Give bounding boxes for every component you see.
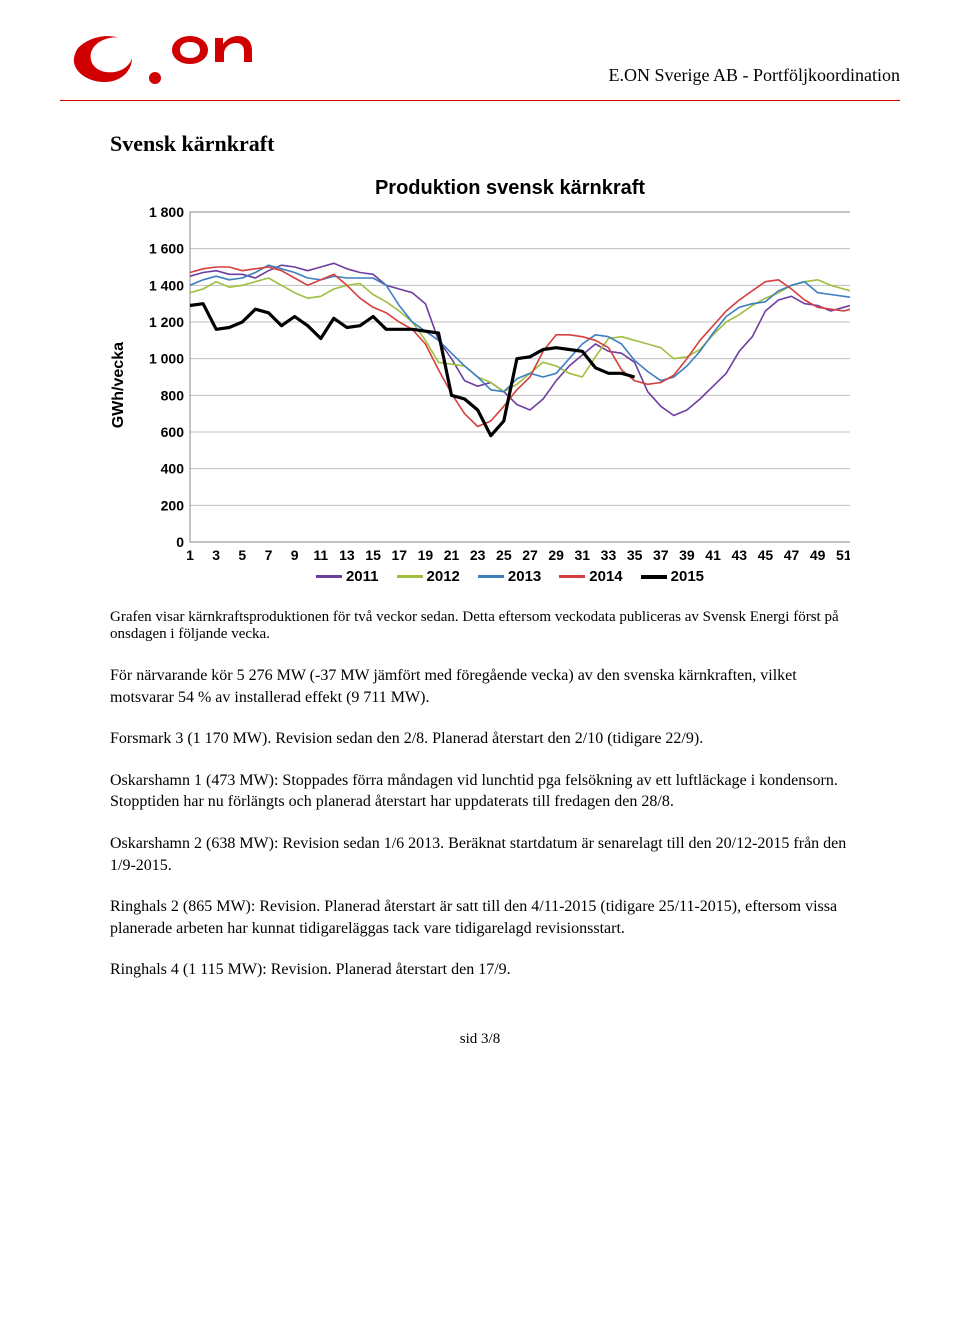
svg-text:1 800: 1 800 — [149, 206, 184, 220]
svg-text:600: 600 — [161, 424, 185, 440]
body-paragraph: Ringhals 2 (865 MW): Revision. Planerad … — [110, 896, 850, 939]
header-rule — [60, 100, 900, 101]
body-paragraph: Oskarshamn 1 (473 MW): Stoppades förra m… — [110, 770, 850, 813]
svg-text:19: 19 — [418, 547, 434, 563]
svg-text:29: 29 — [548, 547, 564, 563]
svg-text:17: 17 — [391, 547, 407, 563]
svg-text:15: 15 — [365, 547, 381, 563]
svg-text:200: 200 — [161, 497, 185, 513]
svg-text:13: 13 — [339, 547, 355, 563]
section-title: Svensk kärnkraft — [110, 131, 850, 157]
svg-text:43: 43 — [731, 547, 747, 563]
chart-title: Produktion svensk kärnkraft — [170, 177, 850, 200]
svg-text:35: 35 — [627, 547, 643, 563]
legend-item: 2012 — [397, 568, 460, 585]
chart-legend: 2011 2012 2013 2014 2015 — [170, 568, 850, 585]
svg-text:5: 5 — [238, 547, 246, 563]
svg-text:7: 7 — [265, 547, 273, 563]
svg-text:800: 800 — [161, 387, 185, 403]
svg-text:25: 25 — [496, 547, 512, 563]
svg-text:1 600: 1 600 — [149, 241, 184, 257]
svg-text:41: 41 — [705, 547, 721, 563]
svg-text:1 000: 1 000 — [149, 351, 184, 367]
header-company-text: E.ON Sverige AB - Portföljkoordination — [609, 65, 900, 90]
chart-caption: Grafen visar kärnkraftsproduktionen för … — [110, 609, 850, 643]
svg-text:49: 49 — [810, 547, 826, 563]
body-paragraph: För närvarande kör 5 276 MW (-37 MW jämf… — [110, 665, 850, 708]
svg-text:3: 3 — [212, 547, 220, 563]
svg-text:51: 51 — [836, 547, 850, 563]
legend-item: 2014 — [559, 568, 622, 585]
chart-ylabel: GWh/vecka — [110, 342, 128, 428]
svg-text:23: 23 — [470, 547, 486, 563]
eon-logo — [60, 30, 260, 90]
page-footer: sid 3/8 — [110, 1031, 850, 1048]
svg-text:21: 21 — [444, 547, 460, 563]
nuclear-production-chart: Produktion svensk kärnkraft GWh/vecka 0 2… — [110, 177, 850, 585]
body-paragraph: Ringhals 4 (1 115 MW): Revision. Planera… — [110, 959, 850, 981]
svg-text:33: 33 — [601, 547, 617, 563]
svg-text:45: 45 — [758, 547, 774, 563]
svg-text:39: 39 — [679, 547, 695, 563]
legend-item: 2013 — [478, 568, 541, 585]
legend-item: 2011 — [316, 568, 379, 585]
svg-text:9: 9 — [291, 547, 299, 563]
body-paragraph: Oskarshamn 2 (638 MW): Revision sedan 1/… — [110, 833, 850, 876]
svg-text:47: 47 — [784, 547, 800, 563]
svg-text:37: 37 — [653, 547, 669, 563]
page-header: E.ON Sverige AB - Portföljkoordination — [60, 30, 900, 100]
svg-text:1 200: 1 200 — [149, 314, 184, 330]
svg-text:31: 31 — [575, 547, 591, 563]
svg-text:0: 0 — [176, 534, 184, 550]
body-paragraph: Forsmark 3 (1 170 MW). Revision sedan de… — [110, 728, 850, 750]
svg-text:1 400: 1 400 — [149, 277, 184, 293]
legend-item: 2015 — [641, 568, 704, 585]
svg-text:27: 27 — [522, 547, 538, 563]
svg-text:400: 400 — [161, 461, 185, 477]
chart-plot: 02004006008001 0001 2001 4001 6001 80013… — [132, 206, 850, 564]
svg-text:11: 11 — [313, 547, 328, 563]
svg-text:1: 1 — [186, 547, 194, 563]
